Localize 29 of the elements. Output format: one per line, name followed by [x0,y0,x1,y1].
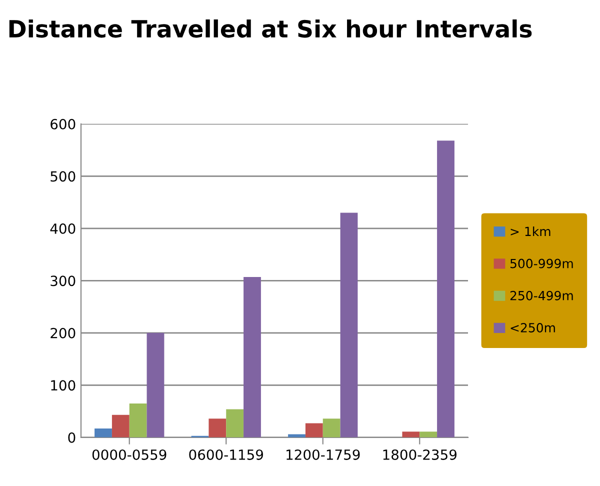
bar [226,409,244,438]
bar [112,414,130,438]
bar [437,140,454,438]
bar [305,423,323,438]
bar [94,428,112,438]
y-tick-label: 100 [51,380,76,391]
legend-label: 250-499m [510,290,573,300]
y-tick-label: 600 [50,118,76,130]
bar [146,332,164,438]
bar [402,432,420,438]
x-tick-label: 1200-1759 [286,449,360,460]
y-tick-label: 200 [50,328,76,338]
y-tick-label: 400 [50,223,76,234]
x-tick-label: 0000-0559 [92,449,166,460]
y-tick-label: 0 [68,432,76,443]
x-tick-label: 1800-2359 [383,449,456,460]
bar [208,418,226,438]
bar [340,212,358,438]
legend-label: <250m [510,322,555,332]
legend-label: > 1km [510,226,550,236]
bar [322,418,340,438]
bar [244,277,261,438]
bar [420,432,438,438]
chart-title: Distance Travelled at Six hour Intervals [9,19,532,38]
y-tick-label: 500 [50,171,76,182]
y-tick-label: 300 [50,276,76,286]
x-tick-label: 0600-1159 [189,449,263,460]
bar [129,403,147,438]
legend-label: 500-999m [510,258,573,268]
